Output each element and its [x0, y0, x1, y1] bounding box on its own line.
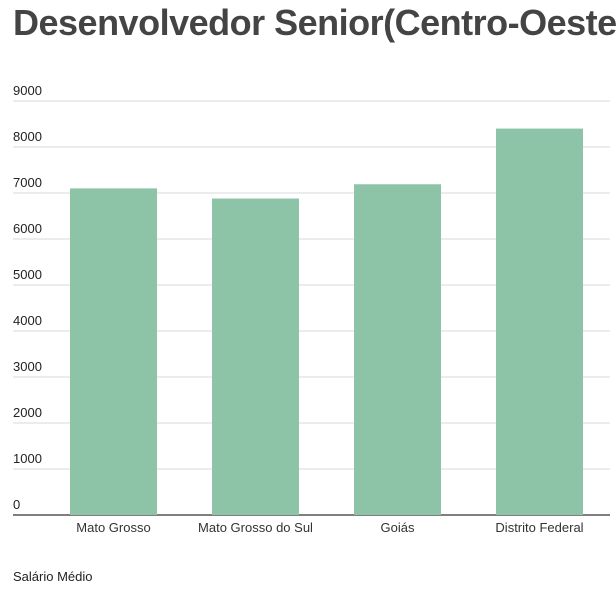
y-tick-label: 7000 [13, 175, 42, 190]
bar [354, 184, 441, 515]
bar [70, 188, 157, 515]
y-tick-label: 3000 [13, 359, 42, 374]
bars [70, 128, 583, 515]
bar [496, 128, 583, 515]
y-tick-label: 9000 [13, 83, 42, 98]
bar [212, 198, 299, 515]
y-tick-label: 8000 [13, 129, 42, 144]
x-tick-label: Goiás [381, 520, 415, 535]
x-axis-labels: Mato Grosso Mato Grosso do Sul Goiás Distri… [76, 520, 583, 535]
x-tick-label: Mato Grosso [76, 520, 150, 535]
x-tick-label: Mato Grosso do Sul [198, 520, 313, 535]
y-tick-label: 2000 [13, 405, 42, 420]
x-tick-label: Distrito Federal [495, 520, 583, 535]
y-tick-label: 5000 [13, 267, 42, 282]
chart-title: Desenvolvedor Senior(Centro-Oeste) [13, 2, 616, 43]
y-tick-label: 4000 [13, 313, 42, 328]
legend-label: Salário Médio [13, 569, 93, 584]
y-tick-label: 1000 [13, 451, 42, 466]
y-tick-label: 6000 [13, 221, 42, 236]
y-tick-label: 0 [13, 497, 20, 512]
y-axis-ticks: 0 1000 2000 3000 4000 5000 6000 7000 8000 9000 [13, 83, 42, 512]
